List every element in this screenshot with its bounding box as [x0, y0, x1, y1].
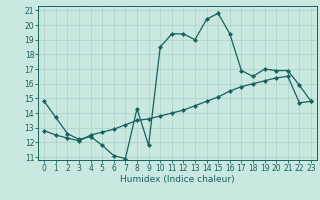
X-axis label: Humidex (Indice chaleur): Humidex (Indice chaleur) [120, 175, 235, 184]
